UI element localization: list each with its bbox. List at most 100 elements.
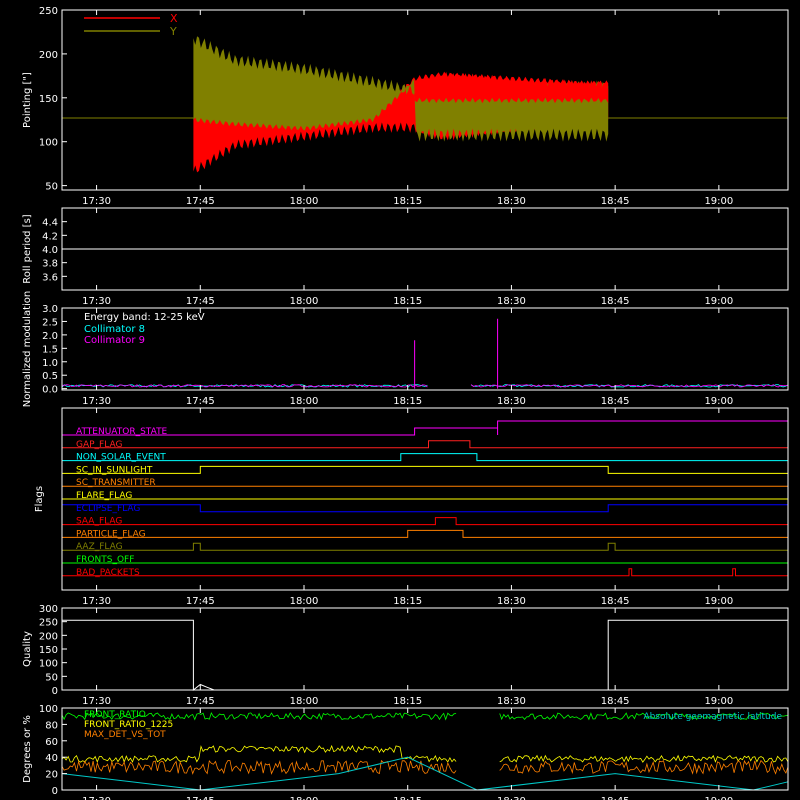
pointing-x-tick-label: 19:00 (704, 196, 733, 207)
flag-label-attenuator_state: ATTENUATOR_STATE (76, 427, 168, 437)
modulation-y-tick-label: 0.5 (42, 371, 58, 382)
quality-y-tick-label: 300 (39, 604, 58, 615)
pointing-y-tick-label: 200 (39, 50, 58, 61)
degrees-y-tick-label: 60 (45, 737, 58, 748)
quality-x-tick-label: 17:45 (186, 696, 215, 707)
degrees-y-tick-label: 0 (52, 786, 58, 797)
flags-frame (61, 407, 789, 591)
roll-period-x-tick-label: 18:00 (290, 296, 319, 307)
degrees-x-tick-label: 17:45 (186, 796, 215, 800)
pointing-legend-label: X (170, 12, 178, 25)
modulation-x-tick-label: 18:00 (290, 396, 319, 407)
panel-pointing: 17:30 17:45 18:00 18:15 18:30 18:45 19:00 50 100… (22, 6, 789, 207)
pointing-x-tick-label: 18:00 (290, 196, 319, 207)
degrees-series-1 (61, 712, 789, 721)
degrees-legend-label: FRONT_RATIO (84, 710, 146, 720)
flags-x-tick-label: 18:30 (497, 596, 526, 607)
flag-label-saa_flag: SAA_FLAG (76, 517, 122, 527)
degrees-y-label: Degrees or % (22, 715, 33, 783)
modulation-x-tick-label: 18:15 (393, 396, 422, 407)
flag-line-attenuator_state (62, 420, 789, 436)
degrees-frame (61, 707, 789, 791)
degrees-x-tick-label: 18:00 (290, 796, 319, 800)
modulation-legend-label: Collimator 9 (84, 335, 145, 346)
quality-x-tick-label: 17:30 (82, 696, 111, 707)
flags-x-tick-label: 18:15 (393, 596, 422, 607)
quality-y-tick-label: 250 (39, 618, 58, 629)
modulation-x-tick-label: 17:30 (82, 396, 111, 407)
pointing-y-tick-label: 50 (45, 182, 58, 193)
quality-x-tick-label: 18:30 (497, 696, 526, 707)
modulation-y-tick-label: 2.5 (42, 317, 58, 328)
degrees-latitude-line (61, 756, 789, 791)
flag-label-eclipse_flag: ECLIPSE_FLAG (76, 504, 140, 514)
quality-x-tick-label: 18:00 (290, 696, 319, 707)
panel-degrees: 17:30 17:45 18:00 18:15 18:30 18:45 19:00 0 20 40… (22, 704, 789, 800)
roll-period-x-tick-label: 17:30 (82, 296, 111, 307)
roll-period-y-tick-label: 4.4 (42, 218, 58, 229)
roll-period-y-tick-label: 3.8 (42, 259, 58, 270)
roll-period-y-tick-label: 4.2 (42, 231, 58, 242)
degrees-y-tick-label: 100 (39, 704, 58, 715)
flags-x-tick-label: 19:00 (704, 596, 733, 607)
flags-x-tick-label: 17:45 (186, 596, 215, 607)
modulation-energy-band: Energy band: 12-25 keV (84, 312, 205, 323)
flag-label-particle_flag: PARTICLE_FLAG (76, 529, 146, 539)
panel-quality: 17:30 17:45 18:00 18:15 18:30 18:45 19:00 0 50 10… (22, 604, 789, 707)
quality-x-tick-label: 19:00 (704, 696, 733, 707)
pointing-legend-label: Y (169, 25, 177, 38)
degrees-y-tick-label: 20 (45, 770, 58, 781)
flags-x-tick-label: 18:45 (601, 596, 630, 607)
pointing-y-tick-label: 100 (39, 138, 58, 149)
modulation-x-tick-label: 18:30 (497, 396, 526, 407)
degrees-x-tick-label: 18:15 (393, 796, 422, 800)
modulation-y-label: Normalized modulation (22, 291, 33, 408)
modulation-x-tick-label: 17:45 (186, 396, 215, 407)
roll-period-x-tick-label: 17:45 (186, 296, 215, 307)
degrees-y-tick-label: 80 (45, 720, 58, 731)
degrees-legend-label: MAX_DET_VS_TOT (84, 730, 166, 740)
degrees-x-tick-label: 18:45 (601, 796, 630, 800)
pointing-x-tick-label: 18:30 (497, 196, 526, 207)
modulation-y-tick-label: 3.0 (42, 304, 58, 315)
panel-flags: ATTENUATOR_STATE GAP_FLAG NON_SOLAR_EVENT S… (34, 407, 789, 607)
flag-line-aaz_flag (62, 542, 788, 551)
flag-line-eclipse_flag (61, 504, 789, 513)
flag-label-non_solar_event: NON_SOLAR_EVENT (76, 453, 166, 463)
flag-label-fronts_off: FRONTS_OFF (76, 555, 134, 565)
flag-line-non_solar_event (62, 453, 788, 462)
flag-label-aaz_flag: AAZ_FLAG (76, 542, 123, 552)
flag-line-bad_packets (62, 568, 788, 577)
pointing-series-y (193, 36, 609, 142)
modulation-x-tick-label: 19:00 (704, 396, 733, 407)
flags-y-label: Flags (34, 486, 45, 512)
flags-x-tick-label: 18:00 (290, 596, 319, 607)
degrees-y-tick-label: 40 (45, 753, 58, 764)
panel-modulation: 17:30 17:45 18:00 18:15 18:30 18:45 19:00 0.0 0.… (22, 291, 789, 408)
flag-label-gap_flag: GAP_FLAG (76, 440, 122, 450)
pointing-frame (61, 9, 789, 191)
panel-roll-period: 17:30 17:45 18:00 18:15 18:30 18:45 19:00 3.6 3.… (22, 207, 789, 307)
degrees-series-3 (61, 759, 789, 775)
flag-label-bad_packets: BAD_PACKETS (76, 568, 140, 578)
pointing-series-x-late (414, 71, 609, 104)
modulation-y-tick-label: 1.0 (42, 358, 58, 369)
pointing-x-tick-label: 17:45 (186, 196, 215, 207)
modulation-x-tick-label: 18:45 (601, 396, 630, 407)
roll-period-x-tick-label: 19:00 (704, 296, 733, 307)
quality-line (62, 619, 788, 692)
quality-y-tick-label: 200 (39, 631, 58, 642)
degrees-x-tick-label: 18:30 (497, 796, 526, 800)
quality-x-tick-label: 18:15 (393, 696, 422, 707)
quality-y-tick-label: 50 (45, 672, 58, 683)
flags-x-tick-label: 17:30 (82, 596, 111, 607)
degrees-annotation: Absolute geomagnetic latitude (643, 712, 782, 722)
pointing-y-label: Pointing ["] (22, 72, 33, 128)
modulation-legend-label: Collimator 8 (84, 324, 145, 335)
roll-period-x-tick-label: 18:15 (393, 296, 422, 307)
modulation-y-tick-label: 1.5 (42, 344, 58, 355)
roll-period-x-tick-label: 18:45 (601, 296, 630, 307)
flag-label-sc_transmitter: SC_TRANSMITTER (76, 478, 156, 488)
degrees-legend-label: FRONT_RATIO_1225 (84, 720, 173, 730)
